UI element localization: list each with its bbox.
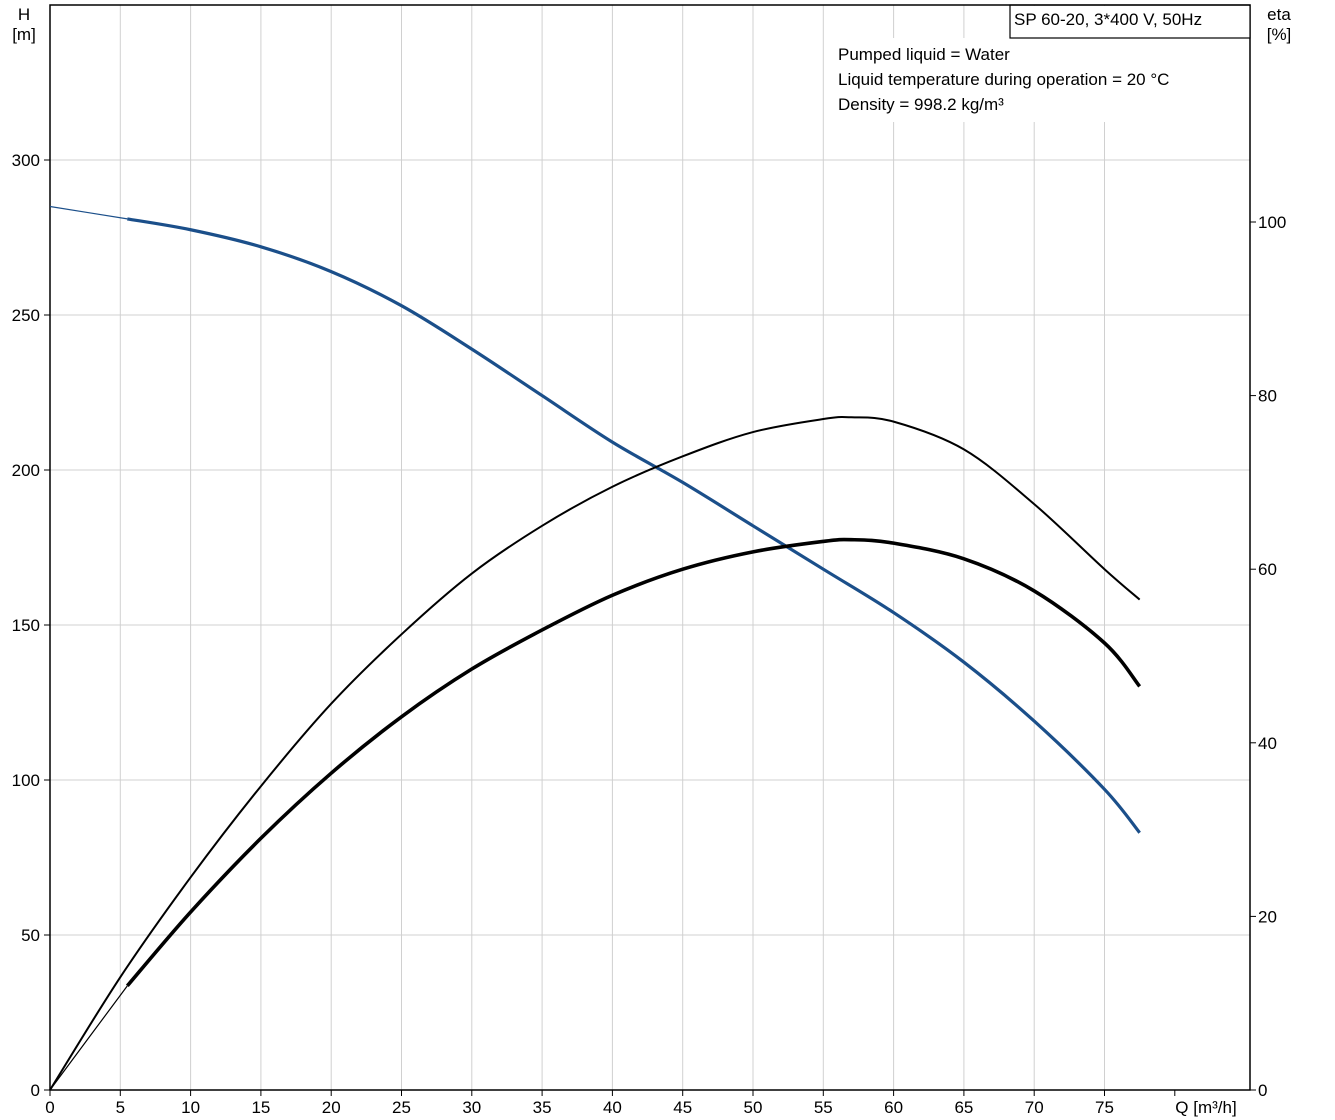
total-efficiency-curve: [125, 537, 1142, 988]
y-right-axis-unit: [%]: [1267, 25, 1292, 44]
y-right-tick-label: 40: [1258, 734, 1277, 753]
y-right-axis-title: eta: [1267, 5, 1291, 24]
x-tick-label: 25: [392, 1098, 411, 1117]
x-tick-label: 45: [673, 1098, 692, 1117]
y-left-tick-label: 300: [12, 151, 40, 170]
total-efficiency-curve-extrapolation: [49, 985, 128, 1091]
x-tick-label: 60: [884, 1098, 903, 1117]
x-tick-label: 70: [1025, 1098, 1044, 1117]
title-box: [1009, 4, 1251, 39]
y-right-tick-label: 100: [1258, 213, 1286, 232]
title-box-background: [1010, 6, 1250, 38]
y-left-tick-label: 100: [12, 771, 40, 790]
x-tick-label: 15: [251, 1098, 270, 1117]
y-left-tick-label: 250: [12, 306, 40, 325]
x-tick-label: 30: [462, 1098, 481, 1117]
x-tick-label: 55: [814, 1098, 833, 1117]
grid: [50, 5, 1250, 1090]
x-tick-label: 35: [533, 1098, 552, 1117]
y-left-axis-unit: [m]: [12, 25, 36, 44]
y-right-tick-label: 0: [1258, 1081, 1267, 1100]
y-left-tick-label: 0: [31, 1081, 40, 1100]
x-tick-label: 75: [1095, 1098, 1114, 1117]
annotation-density: Density = 998.2 kg/m³: [838, 95, 1004, 114]
x-tick-label: 5: [116, 1098, 125, 1117]
annotation-liquid-temperature: Liquid temperature during operation = 20…: [838, 70, 1169, 89]
curves: [49, 205, 1142, 1091]
x-tick-label: 10: [181, 1098, 200, 1117]
y-left-tick-label: 200: [12, 461, 40, 480]
x-tick-label: 50: [744, 1098, 763, 1117]
y-right-tick-label: 20: [1258, 907, 1277, 926]
x-tick-label: 0: [45, 1098, 54, 1117]
head-curve: [127, 217, 1141, 834]
annotation-pumped-liquid: Pumped liquid = Water: [838, 45, 1010, 64]
x-tick-label: 20: [322, 1098, 341, 1117]
plot-frame: [49, 4, 1251, 1091]
chart-title: SP 60-20, 3*400 V, 50Hz: [1014, 10, 1202, 29]
y-right-tick-label: 80: [1258, 387, 1277, 406]
y-left-tick-label: 150: [12, 616, 40, 635]
x-tick-label: 65: [954, 1098, 973, 1117]
pump-efficiency-curve: [49, 416, 1141, 1091]
y-left-tick-label: 50: [21, 926, 40, 945]
y-left-axis-title: H: [18, 5, 30, 24]
info-box-background: [830, 38, 1242, 122]
y-right-tick-label: 60: [1258, 560, 1277, 579]
head-curve-extrapolation: [49, 205, 128, 220]
x-tick-label: 40: [603, 1098, 622, 1117]
axis-ticks: 0 5 10 15 20 25 30 35 40 45 50 55 60 65 70 75 0 50 100 150 2…: [12, 151, 1287, 1117]
x-axis-title: Q [m³/h]: [1175, 1098, 1236, 1117]
